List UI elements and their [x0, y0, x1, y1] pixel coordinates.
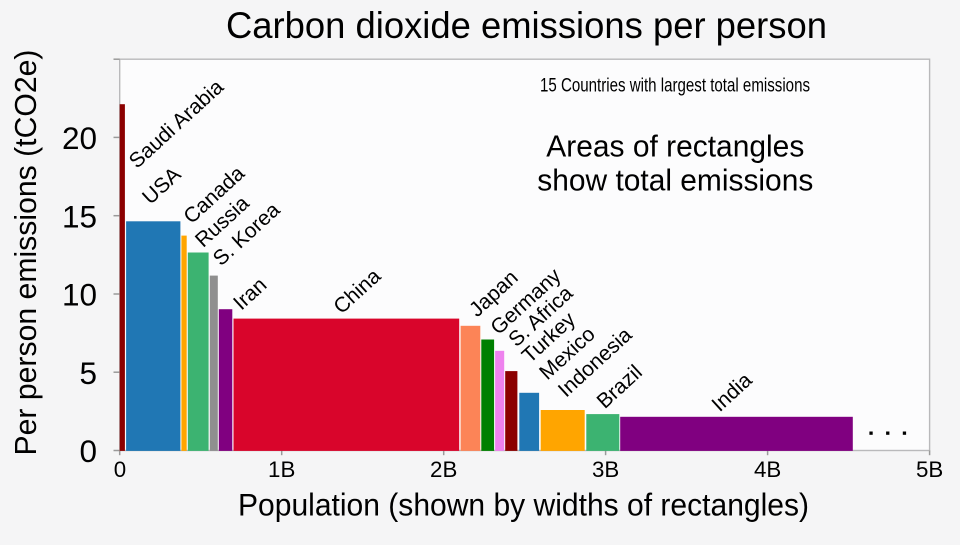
svg-text:Carbon dioxide emissions per p: Carbon dioxide emissions per person: [226, 4, 827, 46]
svg-text:Areas of rectangles: Areas of rectangles: [546, 128, 804, 163]
svg-text:Population (shown by widths of: Population (shown by widths of rectangle…: [238, 487, 809, 523]
svg-text:0: 0: [114, 457, 126, 482]
svg-text:15: 15: [62, 198, 97, 234]
svg-text:5: 5: [79, 355, 97, 391]
svg-text:0: 0: [79, 433, 97, 469]
svg-text:5B: 5B: [916, 457, 943, 482]
svg-text:10: 10: [62, 277, 97, 313]
svg-text:2B: 2B: [430, 457, 457, 482]
svg-text:show total emissions: show total emissions: [537, 163, 813, 198]
svg-text:20: 20: [62, 120, 97, 156]
svg-text:Per person emissions (tCO2e): Per person emissions (tCO2e): [8, 49, 43, 455]
svg-text:3B: 3B: [592, 457, 619, 482]
svg-text:15 Countries with largest tota: 15 Countries with largest total emission…: [540, 76, 810, 97]
svg-text:4B: 4B: [754, 457, 781, 482]
svg-text:1B: 1B: [268, 457, 295, 482]
